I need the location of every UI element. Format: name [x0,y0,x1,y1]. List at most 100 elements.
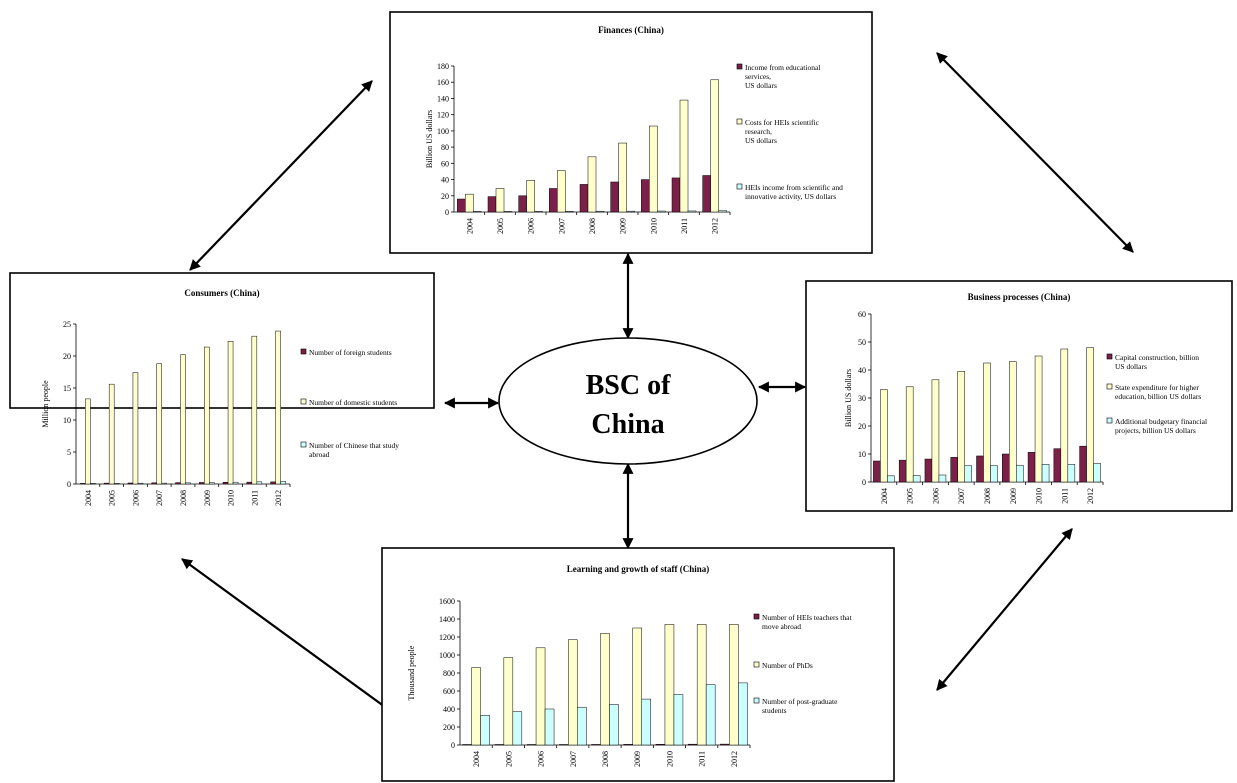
legend-swatch [736,118,743,125]
bar-3 [595,210,605,213]
center-node: BSC of China [498,337,758,465]
y-tick-label: 0 [451,741,455,750]
legend-label: innovative activity, US dollars [745,192,836,201]
bar-2 [204,346,210,485]
bar-3 [1041,464,1050,483]
x-tick-label: 2004 [880,488,889,504]
bar-2 [679,99,689,213]
y-tick-label: 40 [441,176,449,185]
panel-frame [9,272,435,409]
y-tick-label: 400 [443,705,455,714]
y-tick-label: 15 [63,384,71,393]
x-tick-label: 2009 [633,751,642,767]
bar-1 [151,482,157,485]
bar-2 [568,639,578,746]
bar-2 [696,624,707,746]
bar-1 [127,482,134,485]
y-tick-label: 200 [443,723,455,732]
y-tick-label: 1400 [439,615,455,624]
y-tick-label: 100 [437,127,449,136]
bar-1 [671,177,681,213]
bar-1 [623,744,633,746]
x-tick-label: 2008 [179,490,188,506]
bar-1 [591,744,601,746]
bar-3 [185,482,191,485]
x-tick-label: 2007 [155,490,164,506]
bar-2 [1034,355,1043,483]
panel-learning: Learning and growth of staff (China) Thou… [381,547,895,782]
bar-1 [103,482,110,485]
bar-1 [526,744,537,746]
y-axis-label: Million people [41,380,50,428]
chart-title: Consumers (China) [184,288,259,298]
legend-label: Number of domestic students [309,398,397,407]
bar-1 [655,744,666,746]
bar-2 [227,341,234,485]
y-tick-label: 1000 [439,651,455,660]
y-tick-label: 5 [67,448,71,457]
bar-2 [880,389,888,483]
x-tick-label: 2010 [1035,488,1044,504]
legend-swatch [753,613,760,620]
bar-1 [549,188,558,213]
legend-swatch [1106,353,1113,360]
bar-1 [80,483,86,485]
legend-swatch [736,183,743,190]
bar-2 [557,170,566,213]
bar-2 [156,363,162,485]
y-tick-label: 30 [858,394,866,403]
y-tick-label: 180 [437,62,449,71]
y-tick-label: 600 [443,687,455,696]
x-tick-label: 2005 [906,488,915,504]
bar-1 [494,744,505,746]
panel-consumers: Consumers (China) Million people 0 5 10 15 20 2… [9,272,435,506]
center-ellipse [498,337,758,465]
y-tick-label: 80 [441,143,449,152]
bar-3 [534,211,543,213]
bar-2 [535,647,546,746]
y-tick-label: 160 [437,78,449,87]
center-label-line1: BSC of [586,370,671,401]
legend-swatch [736,63,743,70]
x-tick-label: 2012 [1086,488,1095,504]
x-tick-label: 2006 [131,490,140,506]
bar-2 [710,79,719,213]
bar-2 [503,657,514,746]
bar-1 [641,179,650,213]
x-tick-label: 2010 [227,490,236,506]
legend-label: Number of foreign students [309,348,392,357]
bar-2 [587,156,597,213]
bar-2 [1086,347,1094,483]
bar-1 [1027,452,1036,483]
legend-label: research, [745,127,772,136]
bar-3 [641,698,651,746]
y-tick-label: 1200 [439,633,455,642]
bar-3 [887,475,895,483]
x-tick-label: 2011 [250,490,259,506]
legend-label: students [762,706,787,715]
bar-3 [673,694,684,746]
legend-label: US dollars [745,81,777,90]
bar-2 [1009,361,1017,483]
legend-label: projects, billion US dollars [1115,426,1196,435]
bar-3 [232,481,239,485]
arrow-business-learning [936,528,1073,691]
legend-label: Number of PhDs [762,661,813,670]
bar-3 [280,481,286,485]
legend-swatch [1106,383,1113,390]
bar-2 [664,624,675,746]
legend-swatch [300,348,307,355]
bar-3 [137,482,144,485]
bar-3 [161,482,167,485]
bar-2 [526,180,535,213]
bar-2 [905,386,914,483]
bar-1 [950,457,958,483]
y-tick-label: 20 [858,422,866,431]
panel-finances: Finances (China) Billion US dollars 0 20 40 6… [389,11,873,254]
legend-label: Number of HEIs teachers that [762,613,852,622]
bar-3 [609,704,619,746]
bar-2 [132,372,139,485]
bar-3 [964,465,972,483]
legend-label: education, billion US dollars [1115,392,1201,401]
